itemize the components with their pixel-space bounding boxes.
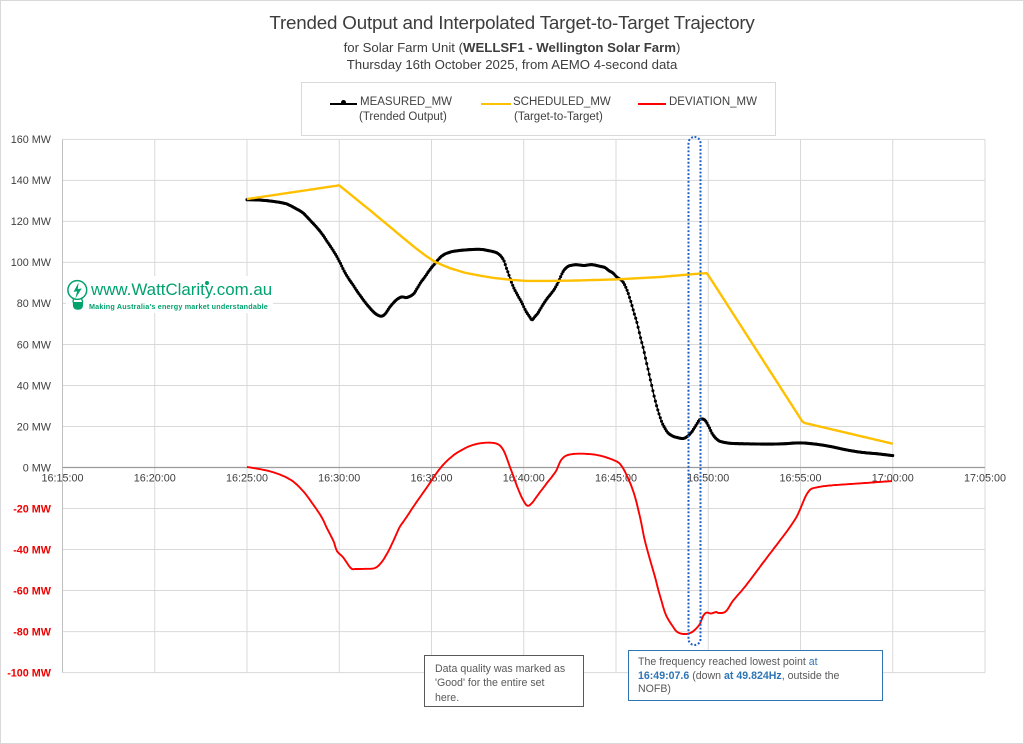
svg-text:0 MW: 0 MW <box>23 462 52 474</box>
svg-text:40 MW: 40 MW <box>17 380 52 392</box>
svg-text:100 MW: 100 MW <box>11 257 52 269</box>
svg-text:20 MW: 20 MW <box>17 421 52 433</box>
svg-text:-80 MW: -80 MW <box>13 626 52 638</box>
svg-text:80 MW: 80 MW <box>17 298 52 310</box>
svg-text:-60 MW: -60 MW <box>13 585 52 597</box>
svg-text:-100 MW: -100 MW <box>7 667 52 679</box>
svg-text:16:40:00: 16:40:00 <box>503 473 545 485</box>
svg-text:16:55:00: 16:55:00 <box>779 473 821 485</box>
svg-text:16:20:00: 16:20:00 <box>134 473 176 485</box>
svg-text:16:35:00: 16:35:00 <box>410 473 452 485</box>
svg-text:160 MW: 160 MW <box>11 134 52 146</box>
svg-text:-20 MW: -20 MW <box>13 503 52 515</box>
svg-text:60 MW: 60 MW <box>17 339 52 351</box>
svg-text:-40 MW: -40 MW <box>13 544 52 556</box>
svg-text:16:25:00: 16:25:00 <box>226 473 268 485</box>
svg-text:17:05:00: 17:05:00 <box>964 473 1006 485</box>
svg-text:120 MW: 120 MW <box>11 216 52 228</box>
svg-text:16:30:00: 16:30:00 <box>318 473 360 485</box>
svg-text:140 MW: 140 MW <box>11 175 52 187</box>
svg-text:16:15:00: 16:15:00 <box>41 473 83 485</box>
svg-text:16:50:00: 16:50:00 <box>687 473 729 485</box>
